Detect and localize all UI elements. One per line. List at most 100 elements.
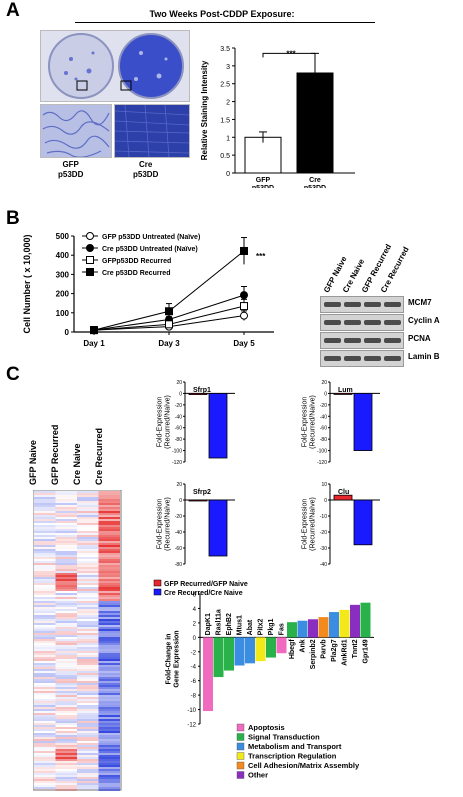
cre-micrograph-drawing bbox=[114, 104, 190, 158]
y-axis-label: Cell Number ( x 10,000) bbox=[22, 234, 32, 333]
heatmap-cell bbox=[98, 621, 120, 623]
heatmap-cell bbox=[55, 645, 77, 647]
heatmap-cell bbox=[98, 655, 120, 657]
heatmap-cell bbox=[77, 517, 99, 519]
heatmap-cell bbox=[77, 753, 99, 755]
y-tick-label: 100 bbox=[56, 309, 70, 318]
heatmap-cell bbox=[77, 617, 99, 619]
heatmap-cell bbox=[56, 591, 78, 593]
heatmap-cell bbox=[55, 695, 77, 697]
heatmap-cell bbox=[77, 597, 99, 599]
heatmap-cell bbox=[55, 651, 77, 653]
y-tick-label: -80 bbox=[320, 437, 327, 443]
heatmap-cell bbox=[98, 563, 120, 565]
panel-b-letter: B bbox=[6, 208, 20, 229]
heatmap-cell bbox=[55, 599, 77, 601]
heatmap-cell bbox=[34, 773, 56, 775]
heatmap-cell bbox=[55, 755, 77, 757]
heatmap-cell bbox=[77, 669, 99, 671]
heatmap-cell bbox=[98, 681, 120, 683]
heatmap-cell bbox=[98, 645, 120, 647]
heatmap-cell bbox=[34, 619, 56, 621]
heatmap-cell bbox=[55, 619, 77, 621]
heatmap-cell bbox=[55, 709, 77, 711]
heatmap-cell bbox=[77, 583, 99, 585]
heatmap-cell bbox=[55, 735, 77, 737]
heatmap-cell bbox=[77, 657, 99, 659]
heatmap-cell bbox=[34, 565, 56, 567]
fold-axis-label-line: (Recurred/Naïve) bbox=[164, 497, 171, 551]
heatmap-cell bbox=[55, 577, 77, 579]
heatmap-cell bbox=[77, 585, 99, 587]
heatmap-cell bbox=[98, 519, 120, 521]
heatmap-cell bbox=[77, 711, 99, 713]
heatmap-cell bbox=[98, 663, 120, 665]
heatmap-cell bbox=[98, 529, 120, 531]
y-tick-label: 1 bbox=[226, 135, 230, 142]
heatmap-cell bbox=[55, 493, 77, 495]
heatmap-cell bbox=[98, 569, 120, 571]
heatmap-cell bbox=[55, 669, 77, 671]
heatmap-cell bbox=[77, 751, 99, 753]
heatmap-cell bbox=[98, 699, 120, 701]
heatmap-cell bbox=[34, 673, 56, 675]
heatmap-cell bbox=[56, 545, 78, 547]
gene-label: DapK1 bbox=[205, 613, 212, 635]
heatmap-cell bbox=[77, 685, 99, 687]
blot-band bbox=[364, 338, 381, 343]
heatmap-cell bbox=[98, 545, 120, 547]
culture-dish-drawing bbox=[48, 33, 184, 99]
heatmap-cell bbox=[55, 693, 77, 695]
y-tick-label: 0 bbox=[179, 391, 182, 397]
heatmap-cell bbox=[77, 789, 99, 791]
heatmap-cell bbox=[34, 525, 56, 527]
gene-bar bbox=[318, 617, 329, 638]
heatmap-cell bbox=[34, 683, 56, 685]
heatmap-cell bbox=[34, 699, 56, 701]
y-tick-label: -80 bbox=[175, 562, 182, 568]
legend-marker bbox=[86, 232, 94, 240]
heatmap-cell bbox=[77, 701, 99, 703]
y-tick-label: -60 bbox=[320, 426, 327, 432]
heatmap-cell bbox=[34, 625, 56, 627]
heatmap-cell bbox=[98, 553, 120, 555]
heatmap-cell bbox=[34, 595, 56, 597]
heatmap-cell bbox=[77, 661, 99, 663]
heatmap-cell bbox=[34, 787, 56, 789]
heatmap-cell bbox=[34, 659, 56, 661]
heatmap-cell bbox=[98, 671, 120, 673]
heatmap bbox=[33, 490, 122, 791]
heatmap-cell bbox=[77, 723, 99, 725]
heatmap-cell bbox=[34, 535, 56, 537]
heatmap-cell bbox=[77, 693, 99, 695]
heatmap-cell bbox=[77, 615, 99, 617]
y-axis-label: Relative Staining Intensity bbox=[200, 60, 209, 160]
heatmap-cell bbox=[55, 697, 77, 699]
heatmap-cell bbox=[77, 533, 99, 535]
heatmap-cell bbox=[98, 555, 120, 557]
heatmap-cell bbox=[77, 565, 99, 567]
gene-title: Sfrp2 bbox=[193, 489, 211, 496]
heatmap-cell bbox=[98, 771, 120, 773]
heatmap-cell bbox=[34, 503, 56, 505]
gene-label: Parvb bbox=[321, 639, 328, 658]
heatmap-cell bbox=[34, 733, 56, 735]
heatmap-cell bbox=[55, 585, 77, 587]
heatmap-cell bbox=[77, 493, 99, 495]
heatmap-cell bbox=[77, 785, 99, 787]
heatmap-cell bbox=[77, 603, 99, 605]
heatmap-cell bbox=[55, 597, 77, 599]
gene-bar bbox=[287, 622, 297, 638]
heatmap-cell bbox=[34, 557, 56, 559]
heatmap-cell bbox=[55, 621, 77, 623]
legend-swatch bbox=[153, 579, 162, 587]
heatmap-cell bbox=[98, 777, 120, 779]
heatmap-cell bbox=[98, 749, 120, 751]
heatmap-cell bbox=[56, 729, 78, 731]
heatmap-cell bbox=[55, 771, 77, 773]
heatmap-cell bbox=[34, 687, 56, 689]
panel-a-bar-chart: 0 0.5 1 1.5 2 2.5 3 3.5 Relative Staining Intens… bbox=[200, 46, 355, 188]
heatmap-cell bbox=[34, 665, 56, 667]
heatmap-cell bbox=[98, 727, 120, 729]
heatmap-cell bbox=[56, 549, 78, 551]
